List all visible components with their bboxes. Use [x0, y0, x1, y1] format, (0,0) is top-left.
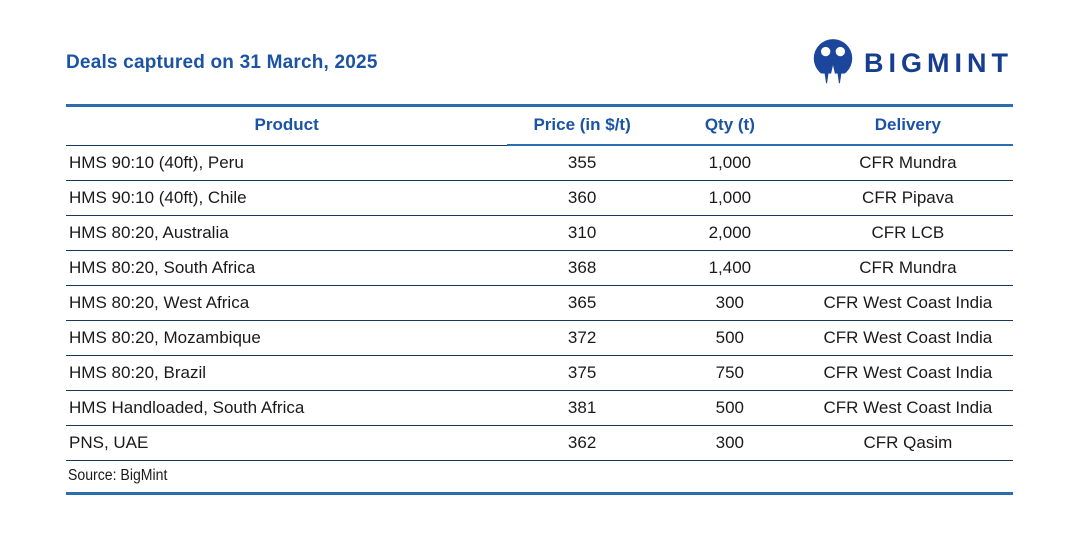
qty-cell: 300: [656, 425, 803, 461]
table-source: Source: BigMint: [68, 467, 168, 484]
delivery-cell: CFR Mundra: [802, 250, 1013, 286]
col-header-price: Price (in $/t): [507, 105, 657, 146]
price-cell: 372: [507, 320, 657, 356]
table-row: PNS, UAE 362 300 CFR Qasim: [66, 425, 1013, 461]
table-row: HMS 90:10 (40ft), Peru 355 1,000 CFR Mundra: [66, 145, 1013, 181]
price-cell: 362: [507, 425, 657, 461]
qty-cell: 2,000: [656, 215, 803, 251]
price-cell: 360: [507, 180, 657, 216]
table-row: HMS Handloaded, South Africa 381 500 CFR We…: [66, 390, 1013, 426]
product-cell: HMS 80:20, Brazil: [66, 355, 508, 391]
table-row: HMS 80:20, South Africa 368 1,400 CFR Mundr…: [66, 250, 1013, 286]
bigmint-people-monogram-icon: [811, 39, 855, 88]
product-cell: HMS 80:20, Australia: [66, 215, 508, 251]
delivery-cell: CFR West Coast India: [802, 355, 1013, 391]
price-cell: 355: [507, 145, 657, 181]
product-cell: HMS Handloaded, South Africa: [66, 390, 508, 426]
qty-cell: 1,400: [656, 250, 803, 286]
qty-cell: 500: [656, 390, 803, 426]
deals-table: Product Price (in $/t) Qty (t) Delivery …: [66, 104, 1013, 495]
qty-cell: 300: [656, 285, 803, 321]
product-cell: HMS 90:10 (40ft), Peru: [66, 145, 508, 181]
page-title: Deals captured on 31 March, 2025: [66, 52, 378, 73]
qty-cell: 1,000: [656, 180, 803, 216]
price-cell: 310: [507, 215, 657, 251]
table-footer: Source: BigMint: [66, 461, 1013, 494]
top-bar: Deals captured on 31 March, 2025 BIGMINT: [66, 38, 1013, 88]
table-row: HMS 80:20, Mozambique 372 500 CFR West Coas…: [66, 320, 1013, 356]
product-cell: HMS 90:10 (40ft), Chile: [66, 180, 508, 216]
delivery-cell: CFR Qasim: [802, 425, 1013, 461]
qty-cell: 500: [656, 320, 803, 356]
table-header: Product Price (in $/t) Qty (t) Delivery: [66, 105, 1013, 146]
product-cell: HMS 80:20, West Africa: [66, 285, 508, 321]
table-row: HMS 90:10 (40ft), Chile 360 1,000 CFR Pipav…: [66, 180, 1013, 216]
delivery-cell: CFR LCB: [802, 215, 1013, 251]
delivery-cell: CFR Mundra: [802, 145, 1013, 181]
col-header-qty: Qty (t): [656, 105, 803, 146]
price-cell: 368: [507, 250, 657, 286]
table-body: HMS 90:10 (40ft), Peru 355 1,000 CFR Mundra…: [66, 145, 1013, 461]
delivery-cell: CFR West Coast India: [802, 285, 1013, 321]
page: Deals captured on 31 March, 2025 BIGMINT…: [66, 38, 1013, 495]
delivery-cell: CFR West Coast India: [802, 390, 1013, 426]
col-header-delivery: Delivery: [802, 105, 1013, 146]
table-row: HMS 80:20, Brazil 375 750 CFR West Coast In…: [66, 355, 1013, 391]
table-row: HMS 80:20, Australia 310 2,000 CFR LCB: [66, 215, 1013, 251]
product-cell: HMS 80:20, Mozambique: [66, 320, 508, 356]
qty-cell: 750: [656, 355, 803, 391]
source-row: Source: BigMint: [66, 461, 1013, 494]
col-header-product: Product: [66, 105, 508, 146]
delivery-cell: CFR Pipava: [802, 180, 1013, 216]
product-cell: HMS 80:20, South Africa: [66, 250, 508, 286]
price-cell: 365: [507, 285, 657, 321]
delivery-cell: CFR West Coast India: [802, 320, 1013, 356]
product-cell: PNS, UAE: [66, 425, 508, 461]
price-cell: 375: [507, 355, 657, 391]
price-cell: 381: [507, 390, 657, 426]
brand-name: BIGMINT: [864, 47, 1013, 78]
qty-cell: 1,000: [656, 145, 803, 181]
brand-logo: BIGMINT: [811, 38, 1013, 88]
header-row: Product Price (in $/t) Qty (t) Delivery: [66, 105, 1013, 146]
table-row: HMS 80:20, West Africa 365 300 CFR West Coa…: [66, 285, 1013, 321]
table-source-cell: Source: BigMint: [66, 461, 1013, 494]
